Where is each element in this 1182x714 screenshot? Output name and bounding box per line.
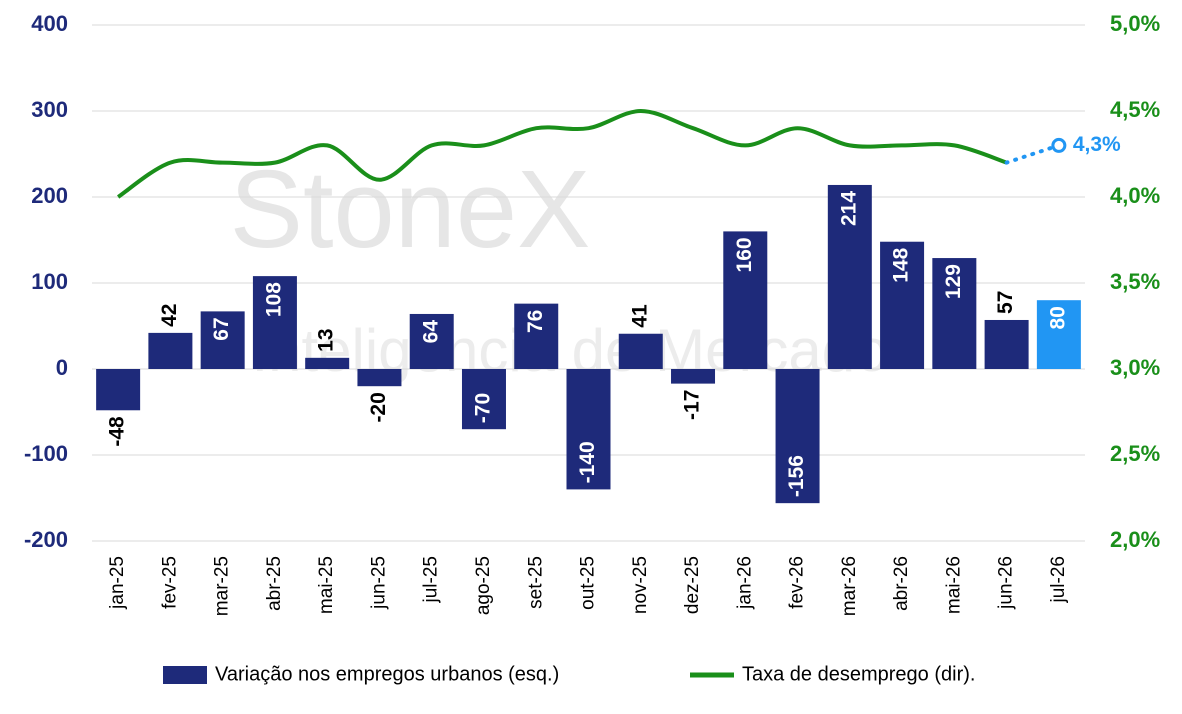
y2-tick-label: 5,0% bbox=[1110, 11, 1160, 36]
x-tick-label: abr-26 bbox=[891, 556, 912, 611]
bar-value-label: -140 bbox=[576, 441, 599, 483]
x-tick-label: mai-25 bbox=[316, 556, 337, 614]
bar bbox=[984, 319, 1029, 369]
bar-value-label: -20 bbox=[367, 392, 390, 422]
line-forecast bbox=[1004, 143, 1061, 165]
y-tick-label: 0 bbox=[56, 355, 68, 380]
bar-value-label: 148 bbox=[890, 247, 913, 282]
watermark: StoneX bbox=[230, 148, 591, 271]
bar-value-label: 80 bbox=[1046, 306, 1069, 329]
y-tick-label: 300 bbox=[31, 97, 68, 122]
legend-label: Taxa de desemprego (dir). bbox=[742, 663, 975, 685]
bar bbox=[96, 369, 141, 411]
bar-value-label: 57 bbox=[994, 291, 1017, 314]
x-tick-label: nov-25 bbox=[630, 556, 651, 614]
bar-value-label: -17 bbox=[681, 390, 704, 420]
bar-value-label: 108 bbox=[262, 282, 285, 317]
bar bbox=[409, 313, 454, 369]
x-tick-label: set-25 bbox=[525, 556, 546, 609]
bar bbox=[252, 276, 297, 369]
y-tick-label: -100 bbox=[24, 441, 68, 466]
legend-label: Variação nos empregos urbanos (esq.) bbox=[215, 663, 559, 685]
x-tick-label: abr-25 bbox=[264, 556, 285, 611]
y-tick-label: 400 bbox=[31, 11, 68, 36]
y-tick-label: 200 bbox=[31, 183, 68, 208]
bar bbox=[827, 184, 872, 369]
bar-value-label: 160 bbox=[733, 237, 756, 272]
bar-value-label: -156 bbox=[785, 455, 808, 497]
bar-value-label: 129 bbox=[942, 264, 965, 299]
x-tick-label: fev-26 bbox=[787, 556, 808, 609]
point-marker bbox=[1051, 137, 1067, 153]
line-value-label: 4,3% bbox=[1073, 133, 1121, 156]
y2-tick-label: 2,0% bbox=[1110, 527, 1160, 552]
y2-tick-label: 3,5% bbox=[1110, 269, 1160, 294]
bar bbox=[932, 258, 977, 369]
y2-tick-label: 2,5% bbox=[1110, 441, 1160, 466]
x-tick-label: out-25 bbox=[578, 556, 599, 610]
bar bbox=[671, 369, 716, 384]
x-tick-label: jun-25 bbox=[368, 556, 389, 610]
x-tick-label: mar-25 bbox=[212, 556, 233, 616]
bar bbox=[514, 303, 559, 369]
x-tick-label: mar-26 bbox=[839, 556, 860, 616]
x-tick-label: jun-26 bbox=[996, 556, 1017, 610]
bar-value-label: 42 bbox=[158, 304, 181, 327]
bar bbox=[618, 333, 663, 369]
y-tick-label: 100 bbox=[31, 269, 68, 294]
bar bbox=[723, 231, 768, 369]
bar-value-label: 214 bbox=[837, 191, 860, 226]
x-tick-label: fev-25 bbox=[159, 556, 180, 609]
x-tick-label: jan-26 bbox=[734, 556, 755, 610]
x-tick-label: ago-25 bbox=[473, 556, 494, 615]
y2-tick-label: 4,0% bbox=[1110, 183, 1160, 208]
bar-value-label: 67 bbox=[210, 317, 233, 340]
bar bbox=[880, 241, 925, 369]
bar bbox=[775, 369, 820, 504]
bar bbox=[461, 369, 506, 430]
legend-swatch bbox=[163, 666, 207, 684]
bar bbox=[200, 311, 245, 369]
x-tick-label: mai-26 bbox=[943, 556, 964, 614]
bar bbox=[1036, 300, 1081, 369]
bar bbox=[357, 369, 402, 387]
bar-value-label: 41 bbox=[628, 304, 651, 328]
bar-value-label: -48 bbox=[106, 416, 129, 447]
bar-value-label: -70 bbox=[472, 393, 495, 423]
bar bbox=[305, 357, 350, 369]
bar bbox=[148, 332, 193, 369]
y-tick-label: -200 bbox=[24, 527, 68, 552]
bar-value-label: 64 bbox=[419, 320, 442, 344]
x-tick-label: dez-25 bbox=[682, 556, 703, 614]
line bbox=[116, 109, 1008, 199]
x-tick-label: jul-26 bbox=[1048, 556, 1069, 603]
bar-value-label: 13 bbox=[315, 328, 338, 351]
y2-tick-label: 4,5% bbox=[1110, 97, 1160, 122]
bar-value-label: 76 bbox=[524, 310, 547, 333]
y2-tick-label: 3,0% bbox=[1110, 355, 1160, 380]
x-tick-label: jan-25 bbox=[107, 556, 128, 610]
x-tick-label: jul-25 bbox=[421, 556, 442, 603]
bar bbox=[566, 369, 611, 490]
